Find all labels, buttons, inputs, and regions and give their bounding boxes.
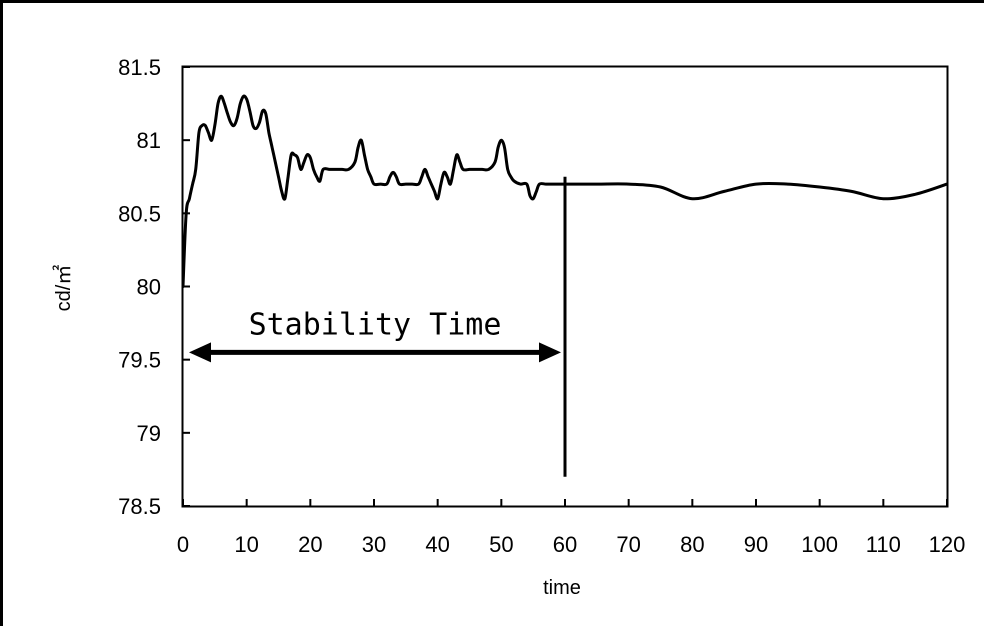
x-tick-label: 10 xyxy=(234,532,258,557)
x-axis-title: time xyxy=(543,577,581,599)
x-tick-label: 120 xyxy=(929,532,966,557)
y-tick-label: 80 xyxy=(137,275,161,300)
x-tick-label: 110 xyxy=(866,532,901,557)
arrow-head-right-icon xyxy=(539,342,561,363)
y-axis: 78.5 79 79.5 80 80.5 81 81.5 xyxy=(118,55,190,519)
x-tick-label: 40 xyxy=(425,532,449,557)
x-tick-label: 50 xyxy=(489,532,513,557)
x-axis: 0 10 20 30 40 50 60 70 80 90 100 110 120 xyxy=(177,499,965,557)
y-tick-label: 81 xyxy=(137,128,161,153)
y-tick-label: 81.5 xyxy=(118,55,161,80)
y-tick-label: 79 xyxy=(137,421,161,446)
x-tick-label: 100 xyxy=(801,532,838,557)
x-tick-label: 20 xyxy=(298,532,322,557)
y-axis-title: cd/㎡ xyxy=(51,265,75,312)
arrow-head-left-icon xyxy=(189,342,211,363)
x-tick-label: 90 xyxy=(744,532,768,557)
x-tick-label: 0 xyxy=(177,532,189,557)
x-tick-label: 80 xyxy=(680,532,704,557)
stability-time-label: Stability Time xyxy=(249,307,502,342)
x-tick-label: 60 xyxy=(553,532,577,557)
x-tick-label: 70 xyxy=(616,532,640,557)
y-tick-label: 78.5 xyxy=(118,494,161,519)
stability-annotation: Stability Time xyxy=(189,176,567,477)
y-tick-label: 80.5 xyxy=(118,201,161,226)
x-tick-label: 30 xyxy=(362,532,386,557)
y-tick-label: 79.5 xyxy=(118,348,161,373)
series-line xyxy=(181,94,949,288)
